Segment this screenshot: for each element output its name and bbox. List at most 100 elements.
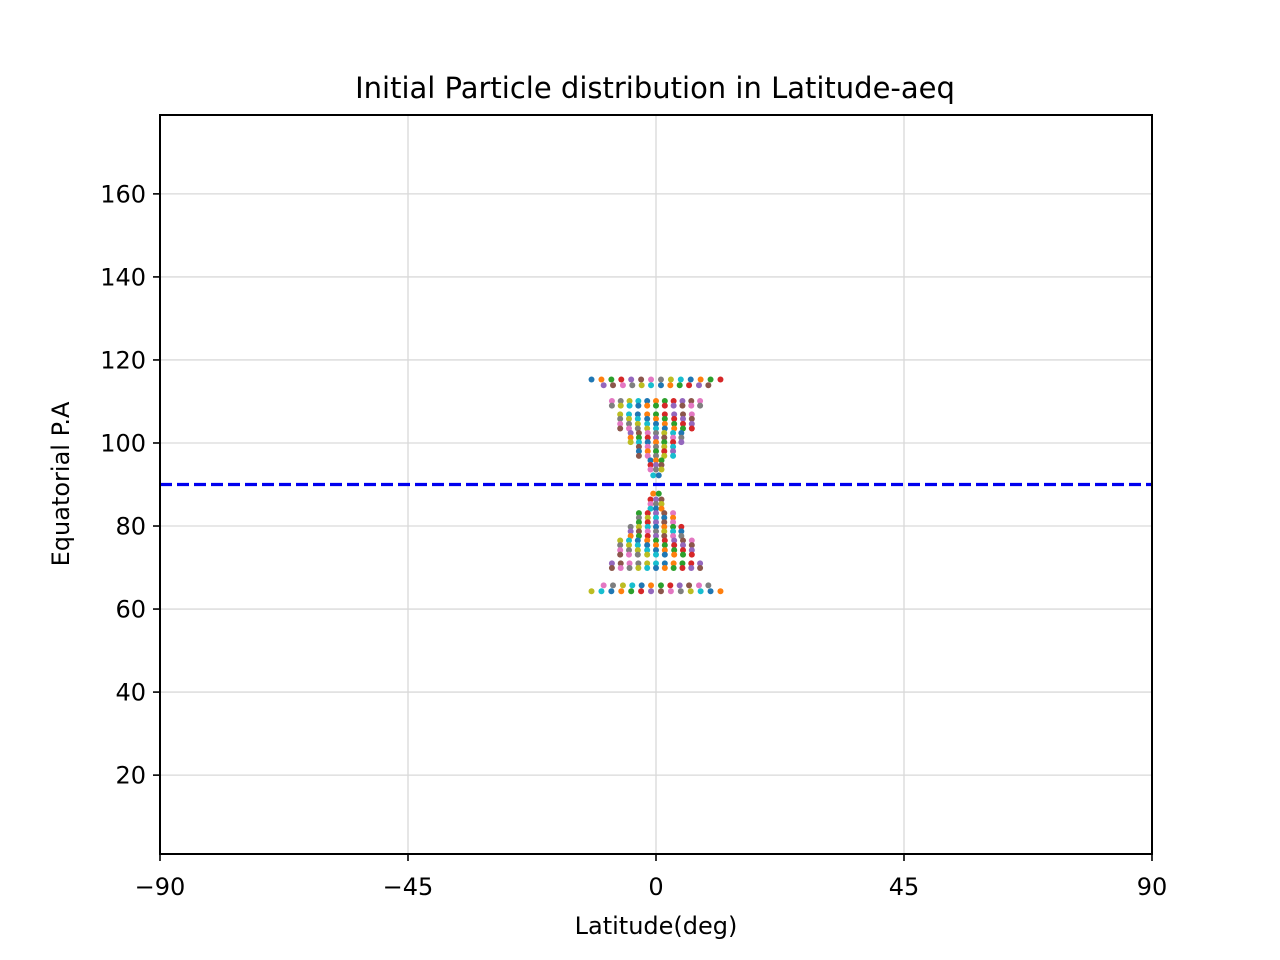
data-point — [653, 411, 659, 418]
data-point — [671, 415, 678, 422]
data-point — [680, 537, 687, 544]
data-point — [625, 425, 632, 432]
data-point — [650, 472, 657, 479]
x-axis-label: Latitude(deg) — [575, 912, 738, 940]
data-point — [697, 398, 704, 405]
data-point — [647, 501, 654, 508]
data-point — [670, 560, 677, 567]
x-tick-label: 45 — [889, 873, 920, 901]
data-point — [658, 457, 665, 464]
data-point — [679, 398, 686, 405]
data-point — [661, 537, 668, 544]
data-point — [644, 528, 651, 535]
data-point — [644, 519, 651, 526]
data-point — [670, 519, 677, 526]
data-point — [635, 519, 642, 526]
data-point — [671, 537, 678, 544]
data-point — [679, 564, 686, 571]
data-point — [686, 382, 693, 389]
data-point — [628, 588, 635, 595]
x-tick-label: −90 — [135, 873, 186, 901]
data-point — [678, 439, 685, 446]
data-point — [658, 466, 665, 473]
y-tick-label: 120 — [100, 346, 146, 374]
data-point — [671, 425, 678, 432]
data-point — [705, 582, 712, 589]
data-point — [670, 514, 677, 521]
data-point — [670, 448, 677, 455]
data-point — [697, 564, 704, 571]
data-point — [661, 443, 668, 450]
data-point — [653, 510, 659, 517]
data-point — [697, 588, 704, 595]
data-point — [688, 551, 695, 558]
data-point — [628, 376, 635, 383]
data-point — [658, 505, 665, 512]
data-point — [676, 382, 683, 389]
data-point — [670, 439, 677, 446]
data-point — [610, 382, 617, 389]
data-point — [653, 496, 659, 503]
data-point — [608, 398, 615, 405]
data-point — [653, 514, 659, 521]
data-point — [679, 560, 686, 567]
data-point — [661, 420, 668, 427]
data-point — [634, 551, 641, 558]
data-point — [644, 402, 651, 409]
data-point — [667, 376, 674, 383]
data-point — [629, 582, 636, 589]
data-point — [625, 420, 632, 427]
data-point — [644, 537, 651, 544]
data-point — [626, 564, 633, 571]
data-point — [705, 382, 712, 389]
data-point — [617, 542, 624, 549]
data-point — [670, 510, 677, 517]
data-point — [680, 425, 687, 432]
data-point — [627, 528, 634, 535]
data-point — [618, 376, 625, 383]
data-point — [661, 425, 668, 432]
data-point — [707, 588, 714, 595]
data-point — [635, 564, 642, 571]
data-point — [598, 588, 605, 595]
data-point — [687, 376, 694, 383]
data-point — [647, 466, 654, 473]
data-point — [680, 411, 687, 418]
data-point — [627, 430, 634, 437]
data-point — [638, 588, 645, 595]
data-point — [635, 439, 642, 446]
data-point — [619, 582, 626, 589]
data-point — [717, 588, 724, 595]
y-tick-label: 40 — [115, 679, 146, 707]
data-point — [680, 551, 687, 558]
data-point — [635, 398, 642, 405]
data-point — [670, 443, 677, 450]
data-point — [670, 528, 677, 535]
data-point — [653, 537, 659, 544]
data-point — [648, 588, 655, 595]
data-point — [644, 448, 651, 455]
data-point — [688, 411, 695, 418]
data-point — [671, 547, 678, 554]
data-point — [644, 532, 651, 539]
data-point — [626, 560, 633, 567]
data-point — [617, 415, 624, 422]
data-point — [661, 528, 668, 535]
data-point — [661, 439, 668, 446]
data-point — [635, 434, 642, 441]
data-point — [657, 382, 664, 389]
data-point — [670, 532, 677, 539]
data-point — [647, 496, 654, 503]
data-point — [653, 443, 659, 450]
data-point — [608, 376, 615, 383]
data-point — [608, 564, 615, 571]
data-point — [688, 402, 695, 409]
data-point — [627, 523, 634, 530]
data-point — [617, 398, 624, 405]
data-point — [687, 588, 694, 595]
data-point — [670, 398, 677, 405]
data-point — [657, 376, 664, 383]
data-point — [658, 496, 665, 503]
data-point — [634, 420, 641, 427]
data-point — [653, 466, 659, 473]
